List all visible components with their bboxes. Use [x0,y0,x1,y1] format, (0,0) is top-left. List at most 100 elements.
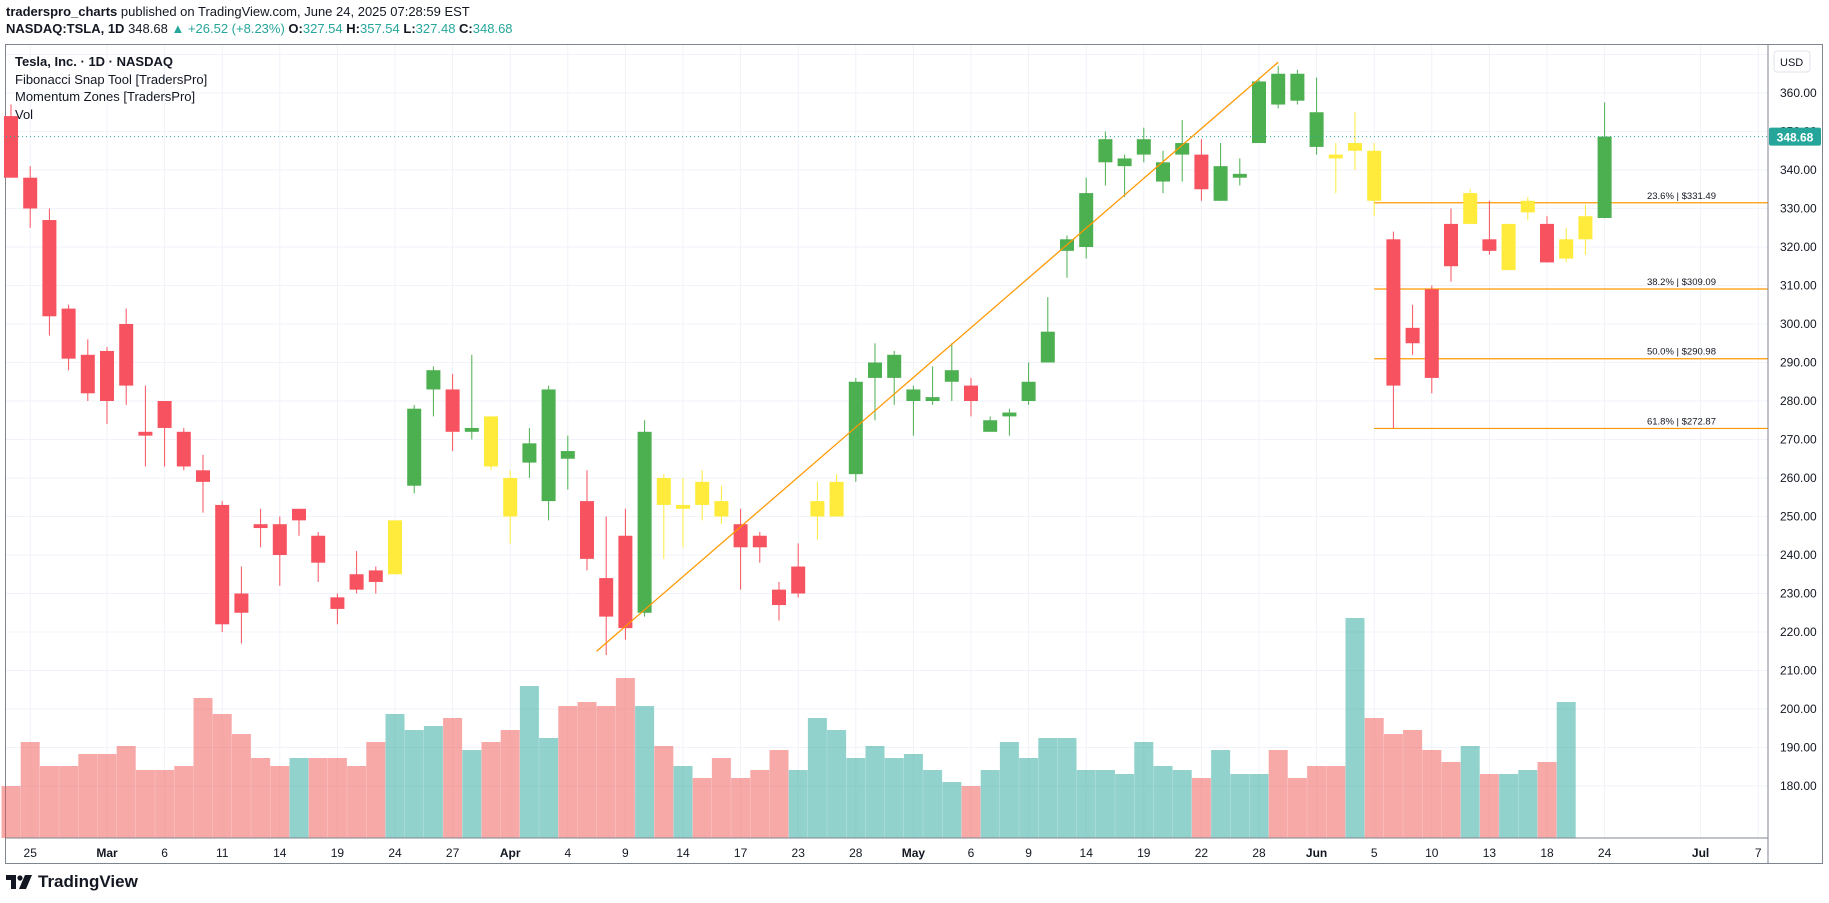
time-tick-label: 22 [1195,846,1209,860]
volume-bar [769,750,789,838]
candle-body [234,593,249,613]
candle-body [1117,158,1132,167]
candle-body [1348,143,1362,151]
symbol-label: NASDAQ:TSLA, 1D [6,21,125,36]
volume-bar [174,766,194,838]
price-tick-label: 360.00 [1780,86,1817,100]
time-axis[interactable]: 25 Mar 6 11 14 19 24 27 Apr 4 9 14 17 23 28 May 6 9 14 19 22… [6,837,1768,860]
close-label: C: [459,21,473,36]
volume-bar [635,706,655,838]
publisher-name[interactable]: traderspro_charts [6,4,118,19]
candle-body [1021,381,1036,401]
price-axis[interactable]: 180.00 190.00 200.00 210.00 220.00 230.00 240.… [1767,45,1817,864]
candle-body [1463,193,1478,224]
volume-bar [251,758,271,838]
time-tick-label: 28 [1252,846,1266,860]
price-tick-label: 290.00 [1780,356,1817,370]
volume-bar [1364,718,1384,838]
volume-bar [731,778,751,838]
volume-bar [1307,766,1327,838]
symbol-title[interactable]: Tesla, Inc. · 1D · NASDAQ [15,54,173,69]
volume-bar [923,770,943,838]
volume-bar [999,742,1019,838]
volume-bar [155,770,175,838]
candle-body [752,535,767,548]
time-tick-label: 7 [1755,846,1762,860]
candle-body [656,478,671,505]
candle-body [887,354,902,378]
candle-body [215,504,230,625]
volume-bar [1019,758,1039,838]
volume-bar [539,738,559,838]
price-tick-label: 280.00 [1780,394,1817,408]
volume-bar [20,742,40,838]
candle-body [1597,136,1612,218]
price-tick-label: 200.00 [1780,702,1817,716]
volume-bar [1556,702,1576,838]
candle-body [791,566,806,594]
volume-bar [1134,742,1154,838]
publish-line: traderspro_charts published on TradingVi… [6,4,470,19]
candle-body [1482,239,1497,251]
indicator-fibonacci[interactable]: Fibonacci Snap Tool [TradersPro] [15,71,208,87]
candle-body [1578,216,1593,240]
time-tick-label: 9 [622,846,629,860]
volume-bar [443,718,463,838]
candle-body [196,470,210,482]
candle-body [906,389,921,401]
volume-bar [1115,774,1135,838]
currency-label: USD [1780,57,1803,69]
volume-bar [1441,762,1461,838]
volume-bar [462,750,482,838]
time-tick-label: 14 [676,846,690,860]
currency-box [1773,50,1811,73]
candle-body [599,578,614,617]
volume-bar [942,782,962,838]
volume-bar [1038,738,1058,838]
volume-bar [1345,618,1365,838]
volume-bar [1,786,21,838]
price-tick-label: 250.00 [1780,510,1817,524]
volume-bar [1249,774,1269,838]
candle-body [368,570,383,582]
candle-body [138,431,153,436]
candle-body [464,427,479,432]
last-price-tag-bg [1769,127,1821,146]
candle-body [100,350,114,401]
trend-line[interactable] [596,61,1279,652]
high-label: H: [346,21,360,36]
volume-bar [1057,738,1077,838]
trend-line-segment [596,61,1279,652]
time-tick-label: Mar [96,846,118,860]
volume-bar [97,754,117,838]
volume-bar [558,706,578,838]
volume-bar [59,766,79,838]
candle-body [1386,239,1401,386]
volume-bar [596,706,616,838]
brand-name: TradingView [38,872,138,891]
candle-body [810,501,825,517]
candle-body [61,308,76,359]
volume-bars [1,618,1576,838]
price-tick-label: 310.00 [1780,279,1817,293]
time-tick-label: 11 [216,846,229,860]
candle-body [1232,173,1247,178]
volume-bar [865,746,885,838]
volume-bar [308,758,328,838]
price-tick-label: 210.00 [1780,664,1817,678]
indicator-momentum[interactable]: Momentum Zones [TradersPro] [15,89,196,104]
indicator-volume[interactable]: Vol [15,106,34,122]
candle-body [157,401,172,428]
candle-body [714,501,729,517]
last-price: 348.68 [128,21,168,36]
volume-bar [1095,770,1115,838]
time-tick-label: 4 [564,846,571,860]
time-tick-label: 27 [446,846,460,860]
volume-bar [500,730,520,838]
low-value: 327.48 [415,21,456,36]
volume-bar [1383,734,1403,838]
volume-bar [1499,774,1519,838]
time-tick-label: 13 [1483,846,1497,860]
volume-bar [39,766,59,838]
